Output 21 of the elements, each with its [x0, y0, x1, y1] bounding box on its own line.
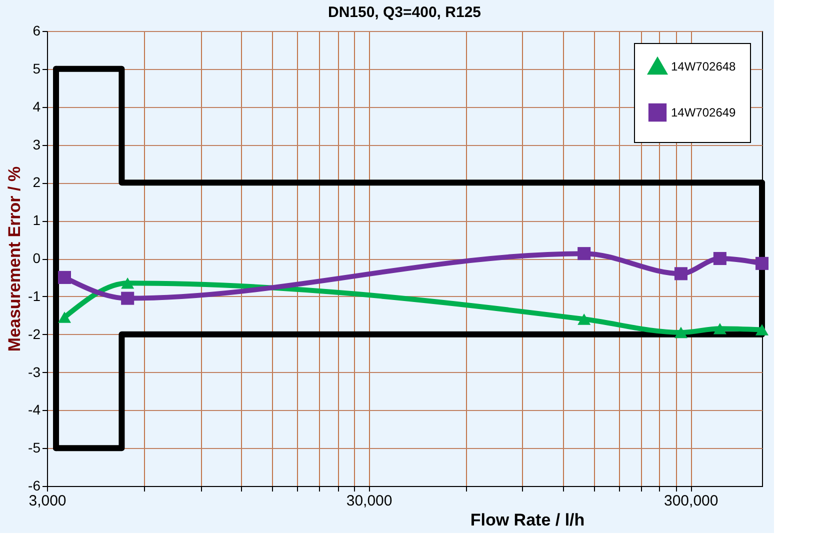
- y-tick-label: -1: [28, 288, 41, 304]
- y-tick-label: -4: [28, 402, 41, 418]
- y-tick-label: -5: [28, 440, 41, 456]
- y-tick-label: 3: [32, 136, 41, 152]
- y-tick-label: 2: [32, 174, 41, 190]
- y-tick-label: 4: [32, 98, 41, 114]
- x-axis-title: Flow Rate / l/h: [470, 510, 585, 530]
- y-tick-label: 1: [32, 212, 41, 228]
- x-tick-label: 300,000: [664, 492, 718, 510]
- y-tick-label: 0: [32, 250, 41, 266]
- chart-title: DN150, Q3=400, R125: [328, 4, 482, 21]
- x-tick-label: 30,000: [346, 492, 392, 510]
- legend-label: 14W702649: [671, 106, 736, 120]
- legend-label: 14W702648: [671, 60, 736, 74]
- y-tick-label: -2: [28, 326, 41, 342]
- y-tick-label: 6: [32, 22, 41, 38]
- x-tick-label: 3,000: [28, 492, 66, 510]
- y-tick-label: 5: [32, 60, 41, 76]
- y-tick-label: -6: [28, 478, 41, 494]
- y-axis-title: Measurement Error / %: [5, 166, 24, 352]
- y-tick-label: -3: [28, 364, 41, 380]
